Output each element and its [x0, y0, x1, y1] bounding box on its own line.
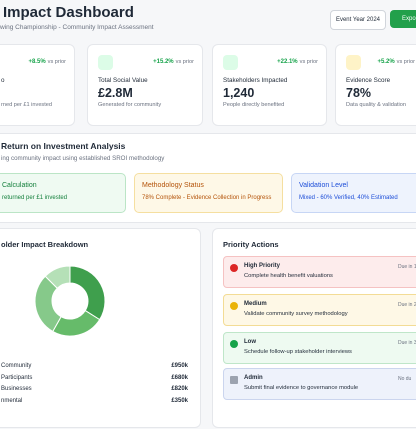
icon [346, 55, 361, 70]
metric-card: +22.1% vs prior Stakeholders Impacted 1,240… [212, 44, 327, 126]
status-icon [230, 264, 238, 272]
donut-segment [44, 265, 71, 289]
roi-panel: Return on Investment Analysis ing commun… [0, 133, 416, 223]
export-button[interactable]: Expo [390, 10, 416, 28]
metric-value: 1,240 [223, 86, 255, 100]
donut-chart [34, 265, 106, 337]
legend-value: £350k [171, 397, 188, 404]
action-due: Due in 3 [398, 340, 416, 346]
roi-text: Mixed - 60% Verified, 40% Estimated [299, 195, 398, 201]
roi-text: returned per £1 invested [2, 195, 68, 201]
actions-title: Priority Actions [223, 240, 279, 249]
roi-text: 78% Complete - Evidence Collection in Pr… [142, 195, 272, 201]
legend-label: Businesses [1, 386, 32, 392]
metric-desc: Generated for community [98, 102, 162, 108]
metric-label: o [1, 77, 5, 84]
change: +22.1% vs prior [277, 59, 318, 65]
status-icon [230, 340, 238, 348]
action-level: Admin [244, 375, 263, 381]
roi-heading: Calculation [2, 182, 37, 189]
action-due: Due in 1 [398, 264, 416, 270]
action-level: Low [244, 339, 256, 345]
legend-value: £820k [171, 386, 188, 392]
roi-heading: Validation Level [299, 182, 348, 189]
change-value: +22.1% [277, 59, 298, 65]
status-icon [230, 376, 238, 384]
metric-card: +8.5% vs prior o rned per £1 invested [0, 44, 75, 126]
legend-label: nmental [1, 397, 23, 404]
breakdown-title: older Impact Breakdown [1, 240, 89, 249]
page: Impact Dashboard wing Championship - Com… [0, 4, 416, 428]
change-value: +5.2% [377, 59, 395, 65]
action-level: Medium [244, 301, 267, 307]
legend-value: £680k [171, 374, 188, 381]
action-item: Low Schedule follow-up stakeholder interv… [223, 332, 416, 364]
legend-label: Participants [1, 374, 33, 381]
icon [223, 55, 238, 70]
roi-box: Methodology Status 78% Complete - Evidenc… [134, 173, 283, 213]
metric-desc: People directly benefited [223, 102, 285, 108]
action-text: Schedule follow-up stakeholder interview… [244, 349, 352, 355]
change: +15.2% vs prior [153, 59, 194, 65]
roi-box: Validation Level Mixed - 60% Verified, 40… [291, 173, 416, 213]
action-level: High Priority [244, 263, 281, 269]
roi-box: Calculation returned per £1 invested [0, 173, 126, 213]
metric-card: +5.2% vs prior Evidence Score 78% Data quali… [335, 44, 416, 126]
breakdown-card: older Impact Breakdown Community £950k Par… [0, 228, 201, 428]
roi-heading: Methodology Status [142, 182, 204, 189]
change-note: vs prior [396, 59, 415, 65]
roi-subtitle: ing community impact using established S… [1, 155, 165, 162]
action-item: Admin Submit final evidence to governance… [223, 368, 416, 400]
status-icon [230, 302, 238, 310]
action-text: Validate community survey methodology [244, 311, 348, 317]
icon [98, 55, 113, 70]
change-note: vs prior [47, 59, 66, 65]
legend-label: Community [1, 363, 32, 369]
title: Impact Dashboard [3, 4, 134, 21]
metric-desc: Data quality & validation [346, 102, 407, 108]
year-button[interactable]: Event Year 2024 [330, 10, 386, 30]
metric-label: Stakeholders Impacted [223, 77, 288, 84]
action-due: Due in 2 [398, 302, 416, 308]
metric-card: +15.2% vs prior Total Social Value £2.8M Gen… [87, 44, 203, 126]
roi-title: Return on Investment Analysis [1, 141, 126, 151]
metric-value: £2.8M [98, 86, 133, 100]
change: +5.2% vs prior [377, 59, 415, 65]
change-note: vs prior [175, 59, 194, 65]
donut-segment [69, 265, 106, 321]
legend-value: £950k [171, 363, 188, 369]
change: +8.5% vs prior [28, 59, 66, 65]
action-item: High Priority Complete health benefit val… [223, 256, 416, 288]
action-item: Medium Validate community survey methodol… [223, 294, 416, 326]
metric-label: Total Social Value [98, 77, 148, 84]
actions-card: Priority Actions High Priority Complete h… [212, 228, 416, 428]
action-due: No du [398, 376, 412, 382]
action-text: Submit final evidence to governance modu… [244, 385, 359, 391]
change-value: +8.5% [28, 59, 46, 65]
subtitle: wing Championship - Community Impact Ass… [0, 24, 154, 31]
metric-label: Evidence Score [346, 77, 391, 84]
change-value: +15.2% [153, 59, 174, 65]
metric-desc: rned per £1 invested [1, 102, 52, 108]
action-text: Complete health benefit valuations [244, 273, 333, 279]
metric-value: 78% [346, 86, 372, 100]
change-note: vs prior [299, 59, 318, 65]
